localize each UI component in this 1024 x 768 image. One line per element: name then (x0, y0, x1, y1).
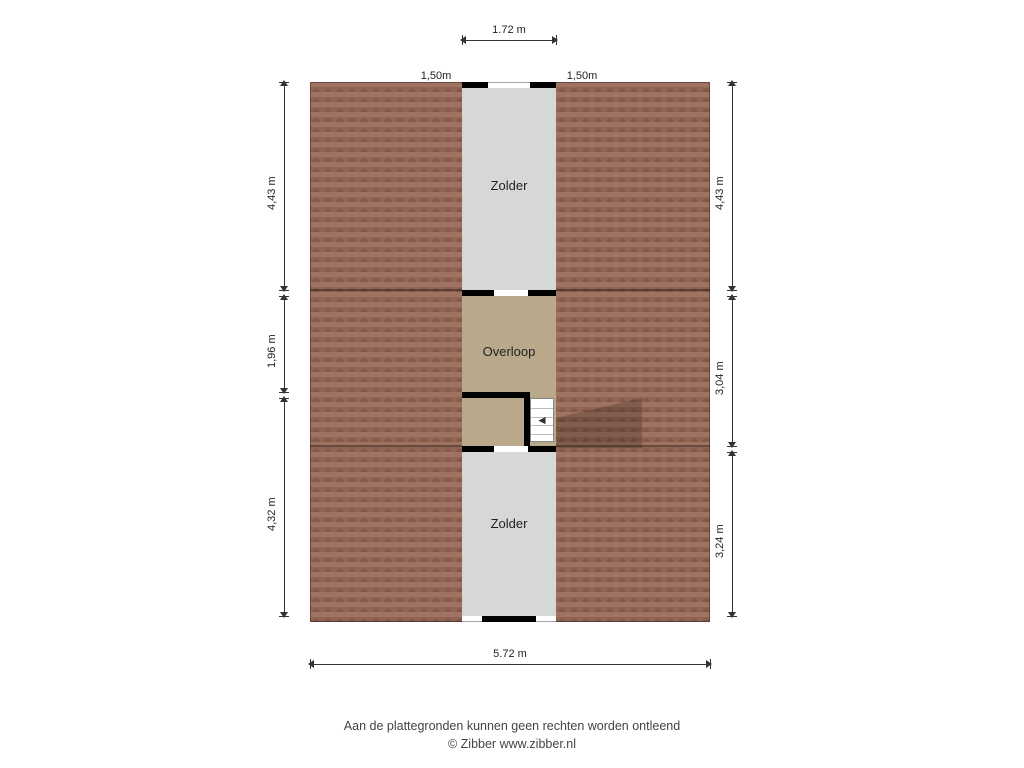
dim-top-center-arrow-l (460, 36, 466, 44)
dim-top-center-tick-r (556, 35, 557, 45)
footer-line2: © Zibber www.zibber.nl (0, 736, 1024, 754)
dim-top-center-arrow-r (552, 36, 558, 44)
room-zolder_bottom (462, 452, 556, 616)
dim-left-0-arrow-d (280, 286, 288, 292)
stair-direction-icon: ◄ (536, 413, 548, 427)
footer-line1: Aan de plattegronden kunnen geen rechten… (0, 718, 1024, 736)
dim-top-center-label: 1.72 m (469, 24, 549, 36)
wall-h-4 (462, 446, 492, 452)
dim-right-0-label: 4,43 m (714, 162, 726, 210)
dim-left-2-tick-t (279, 398, 289, 399)
dim-right-2-tick-t (727, 452, 737, 453)
wall-h-6 (482, 616, 536, 622)
dim-left-0-label: 4,43 m (266, 162, 278, 210)
dim-left-0-tick-b (279, 290, 289, 291)
wall-h-0 (462, 82, 488, 88)
dim-left-1-arrow-u (280, 294, 288, 300)
dim-left-1-line (284, 296, 285, 392)
dim-left-1-arrow-d (280, 388, 288, 394)
dim-right-2-tick-b (727, 616, 737, 617)
door-1 (492, 446, 530, 452)
door-0 (492, 290, 530, 296)
dim-right-0-arrow-u (728, 80, 736, 86)
dim-bottom-tick-r (710, 659, 711, 669)
dim-left-0-line (284, 82, 285, 290)
dim-top-center-line (462, 40, 556, 41)
dim-left-2-tick-b (279, 616, 289, 617)
wall-h-3 (526, 290, 556, 296)
dim-right-0-tick-t (727, 82, 737, 83)
wall-h-5 (526, 446, 556, 452)
dim-left-1-tick-t (279, 296, 289, 297)
dim-top-center-tick-l (462, 35, 463, 45)
dim-bottom-arrow-l (308, 660, 314, 668)
dim-left-2-line (284, 398, 285, 616)
dim-right-0-line (732, 82, 733, 290)
dim-bottom-line (310, 664, 710, 665)
dim-right-0-tick-b (727, 290, 737, 291)
dim-right-1-tick-t (727, 296, 737, 297)
dim-right-2-line (732, 452, 733, 616)
dim-left-2-label: 4,32 m (266, 483, 278, 531)
dim-right-1-arrow-d (728, 442, 736, 448)
dim-right-1-line (732, 296, 733, 446)
dim-left-2-arrow-u (280, 396, 288, 402)
dim-left-2-arrow-d (280, 612, 288, 618)
dim-left-0-arrow-u (280, 80, 288, 86)
dim-left-0-tick-t (279, 82, 289, 83)
room-label-zolder_bottom: Zolder (462, 516, 556, 531)
dim-right-1-label: 3,04 m (714, 347, 726, 395)
wall-h-1 (530, 82, 556, 88)
dim-left-1-tick-b (279, 392, 289, 393)
dim-top-left-label: 1,50m (406, 70, 466, 82)
dim-right-0-arrow-d (728, 286, 736, 292)
dim-bottom-arrow-r (706, 660, 712, 668)
dim-bottom-tick-l (310, 659, 311, 669)
dim-top-right-label: 1,50m (552, 70, 612, 82)
stairs: ◄ (530, 398, 554, 442)
dim-right-1-tick-b (727, 446, 737, 447)
wall-h-2 (462, 290, 492, 296)
dim-right-2-arrow-u (728, 450, 736, 456)
wall-h-7 (462, 392, 524, 398)
dim-right-2-arrow-d (728, 612, 736, 618)
dim-left-1-label: 1,96 m (266, 320, 278, 368)
room-label-zolder_top: Zolder (462, 178, 556, 193)
room-label-overloop: Overloop (462, 344, 556, 359)
dim-right-2-label: 3,24 m (714, 510, 726, 558)
dim-right-1-arrow-u (728, 294, 736, 300)
dim-bottom-label: 5.72 m (470, 648, 550, 660)
